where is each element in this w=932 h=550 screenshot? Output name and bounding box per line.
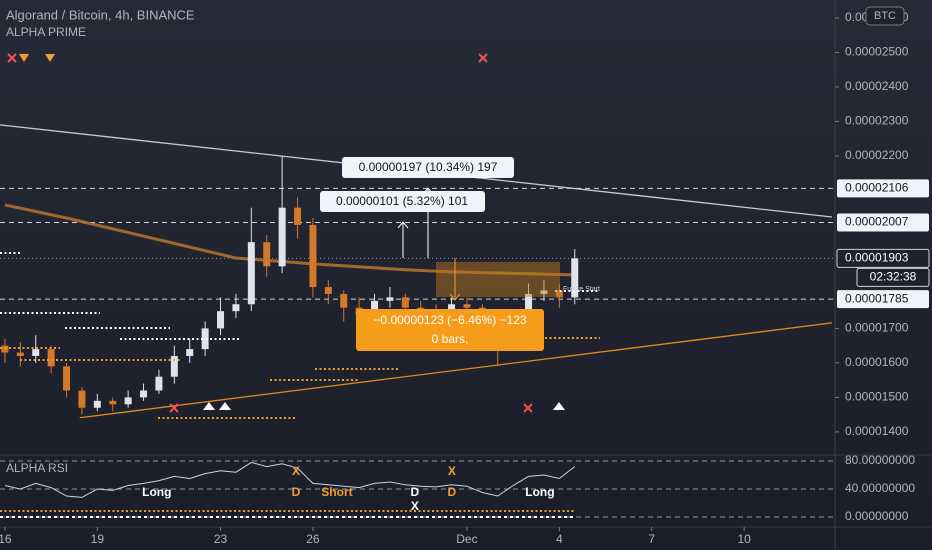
candle-body [324, 287, 332, 294]
candle-body [186, 349, 194, 356]
currency-label[interactable]: BTC [874, 10, 896, 22]
candle-body [294, 207, 302, 225]
candle-body [463, 304, 471, 308]
price-level-label: 0.00002106 [845, 181, 909, 195]
rsi-tick-label: 80.00000000 [845, 453, 915, 467]
candle-body [63, 366, 71, 391]
chart-title: Algorand / Bitcoin, 4h, BINANCE [6, 7, 195, 22]
y-tick-label: 0.00002500 [845, 45, 909, 59]
rsi-signal: D [448, 485, 457, 499]
y-tick-label: 0.00001500 [845, 390, 909, 404]
y-tick-label: 0.00002200 [845, 148, 909, 162]
measure-box [320, 191, 485, 212]
y-tick-label: 0.00001700 [845, 321, 909, 335]
x-tick-label: 7 [648, 532, 655, 546]
measure-label: 0.00000101 (5.32%) 101 [336, 194, 468, 208]
price-level-box [837, 179, 929, 198]
candle-body [263, 242, 271, 267]
signal-markers [7, 53, 565, 413]
x-marker [7, 53, 533, 413]
x-tick-label: 4 [556, 532, 563, 546]
x-tick-label: Dec [456, 532, 477, 546]
candle-body [16, 352, 24, 356]
rsi-tick-label: 40.00000000 [845, 481, 915, 495]
down-triangle [19, 54, 55, 62]
candle-body [525, 293, 533, 322]
x-tick-label: 23 [214, 532, 228, 546]
countdown: 02:32:38 [870, 270, 917, 284]
candle-body [247, 242, 255, 305]
x-tick-label: 26 [306, 532, 320, 546]
axis-layer: 0.000026000.000025000.000024000.00002300… [0, 10, 930, 546]
arrow-up [397, 221, 409, 258]
candle-body [340, 293, 348, 308]
price-level-label: 0.00001785 [845, 291, 909, 305]
moving-average [4, 203, 575, 277]
rsi-signal: Long [142, 485, 171, 499]
y-tick-label: 0.00002300 [845, 114, 909, 128]
rsi-tick-label: 0.00000000 [845, 509, 909, 523]
candle-body [109, 400, 117, 405]
candle-body [386, 297, 394, 301]
currency-badge[interactable] [865, 6, 905, 26]
candle-body [1, 345, 9, 353]
measure-label: 0.00000197 (10.34%) 197 [359, 160, 498, 174]
candle-body [401, 297, 409, 308]
candle-body [309, 224, 317, 288]
price-level-box [836, 248, 930, 268]
rsi-name: ALPHA RSI [6, 461, 68, 475]
range-box [436, 262, 560, 297]
y-tick-label: 0.00001600 [845, 355, 909, 369]
rsi-signal: X [292, 464, 300, 478]
x-tick-label: 10 [737, 532, 751, 546]
price-level-label: 0.00002007 [845, 215, 909, 229]
measure-box [342, 157, 514, 178]
y-tick-label: 0.00002400 [845, 79, 909, 93]
candle-body [278, 207, 286, 267]
rsi-signal: Long [525, 485, 554, 499]
dotted-levels [0, 252, 600, 518]
rsi-signal: X [411, 499, 419, 513]
trendline [79, 322, 833, 419]
indicator-name: ALPHA PRIME [6, 25, 86, 39]
x-tick-label: 16 [0, 532, 12, 546]
price-level-box [837, 290, 929, 309]
price-level-box [837, 213, 929, 232]
candle-body [78, 390, 86, 408]
countdown-box [856, 267, 930, 287]
rsi-signal: D [292, 485, 301, 499]
rsi-signal: D [411, 485, 420, 499]
candle-body [555, 290, 563, 298]
x-tick-label: 19 [91, 532, 105, 546]
measure-box [356, 309, 544, 351]
candle-body [32, 349, 40, 356]
candle-body [93, 400, 101, 408]
candle-body [217, 311, 225, 329]
arrow-down [449, 258, 461, 301]
rsi-line [4, 461, 576, 498]
candle-body [124, 397, 132, 405]
candle-body [571, 258, 579, 298]
candle-body [540, 290, 548, 294]
y-tick-label: 0.00001400 [845, 424, 909, 438]
candle-body [155, 376, 163, 391]
candle-body [201, 328, 209, 350]
candle-body [232, 304, 240, 312]
candle-body [371, 300, 379, 315]
candle-body [47, 349, 55, 367]
rsi-signal: Short [321, 485, 352, 499]
candle-body [140, 390, 148, 398]
rsi-signal: X [448, 464, 456, 478]
measure-label: 0 bars, [432, 332, 469, 346]
annotation: Future Start [563, 286, 600, 293]
price-level-label: 0.00001903 [845, 251, 909, 265]
measure-label: −0.00000123 (−6.46%) −123 [373, 313, 526, 327]
candle-body [170, 355, 178, 377]
